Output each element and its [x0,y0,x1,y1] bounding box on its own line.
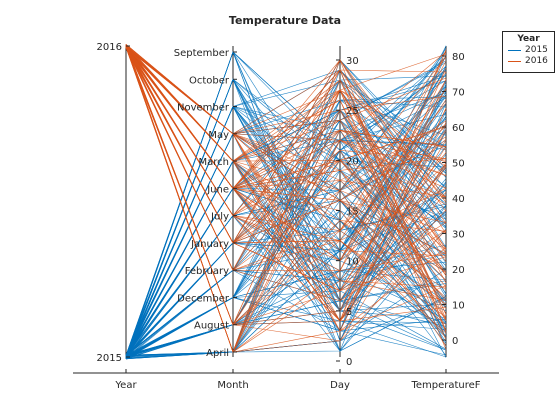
coordinate-label-year: Year [114,380,137,391]
data-line-2015 [125,270,447,358]
tick-label-day-20: 20 [346,156,359,167]
data-line-2016 [125,47,447,342]
legend-title: Year [517,34,540,44]
data-line-2016 [125,44,447,189]
coordinate-label-temperaturef: TemperatureF [410,380,480,391]
tick-label-day-0: 0 [346,357,352,368]
legend-swatch-2016 [508,61,521,62]
legend-label-2016: 2016 [525,56,548,66]
tick-label-temperaturef-70: 70 [452,88,465,99]
tick-label-month-december: December [177,293,230,304]
legend-label-2015: 2015 [525,45,548,55]
data-line-2016 [125,46,447,353]
axis-ticks: 20152016AprilAugustDecemberFebruaryJanua… [97,42,465,368]
tick-label-temperaturef-60: 60 [452,123,465,134]
data-line-2016 [125,45,447,271]
tick-label-month-june: June [206,184,229,195]
data-line-2015 [125,189,447,358]
data-lines [125,44,447,360]
data-line-2016 [125,45,447,288]
tick-label-month-november: November [177,103,230,114]
tick-label-month-april: April [206,348,229,359]
tick-label-month-september: September [174,48,230,59]
legend: Year 2015 2016 [502,31,555,73]
chart-title: Temperature Data [229,14,341,27]
data-line-2016 [125,44,447,272]
data-line-2015 [125,215,447,357]
tick-label-temperaturef-40: 40 [452,194,465,205]
tick-label-day-25: 25 [346,106,359,117]
tick-label-day-5: 5 [346,307,352,318]
tick-label-day-30: 30 [346,56,359,67]
data-line-2016 [125,46,447,244]
data-line-2015 [125,80,447,358]
data-line-2015 [125,213,447,357]
tick-label-temperaturef-30: 30 [452,230,465,241]
data-line-2016 [125,44,447,321]
tick-label-year-2015: 2015 [97,353,122,364]
data-line-2016 [125,44,447,244]
data-line-2016 [125,46,447,333]
data-line-2015 [125,50,447,356]
data-line-2016 [125,47,447,272]
data-line-2015 [125,270,447,357]
tick-label-temperaturef-20: 20 [452,265,465,276]
data-line-2015 [125,54,447,356]
data-line-2016 [125,46,447,322]
tick-label-temperaturef-0: 0 [452,336,458,347]
data-line-2016 [125,46,447,257]
data-line-2016 [125,47,447,276]
tick-label-month-february: February [185,266,229,277]
coordinate-labels: Year Month Day TemperatureF [114,380,480,391]
tick-label-month-march: March [199,157,229,168]
tick-label-year-2016: 2016 [97,42,122,53]
coordinate-axes [73,46,499,374]
tick-label-month-july: July [210,212,229,223]
data-line-2016 [125,44,447,353]
tick-label-month-may: May [208,130,229,141]
legend-item-2016: 2016 [503,56,554,67]
tick-label-month-august: August [194,321,229,332]
data-line-2015 [125,119,447,356]
tick-label-day-10: 10 [346,257,359,268]
tick-label-month-january: January [190,239,229,250]
coordinate-label-day: Day [330,380,350,391]
legend-item-2015: 2015 [503,45,554,56]
tick-label-month-october: October [189,75,230,86]
coordinate-label-month: Month [217,380,248,391]
data-line-2016 [125,44,447,326]
tick-label-temperaturef-10: 10 [452,301,465,312]
data-line-2015 [125,109,447,359]
tick-label-temperaturef-80: 80 [452,52,465,63]
data-line-2016 [125,44,447,340]
tick-label-temperaturef-50: 50 [452,159,465,170]
tick-label-day-15: 15 [346,207,359,218]
legend-swatch-2015 [508,50,521,51]
series-2016 [125,44,447,353]
